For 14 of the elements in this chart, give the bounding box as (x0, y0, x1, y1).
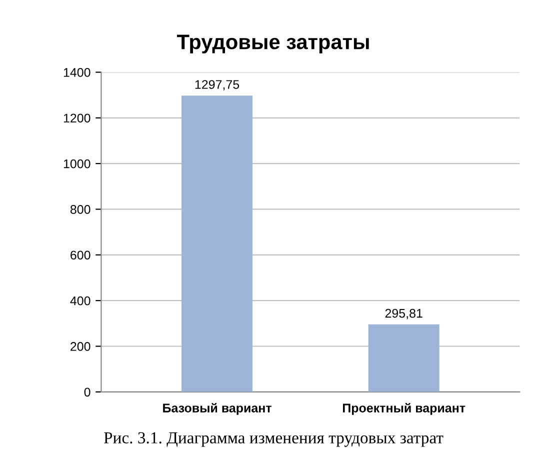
y-tick-label: 200 (70, 342, 90, 351)
data-label: 295,81 (385, 308, 422, 320)
y-tick-label: 1200 (64, 114, 90, 123)
data-label: 1297,75 (195, 80, 240, 90)
y-tick-label: 0 (84, 388, 90, 397)
y-tick-label: 1000 (64, 159, 90, 168)
y-tick-label: 1400 (64, 68, 90, 77)
text: Рис. 3.1. Диаграмма изменения трудовых затрат (104, 432, 444, 447)
y-tick-label: 600 (70, 250, 90, 260)
chart-title: Трудовые затраты (176, 34, 369, 54)
y-tick-label: 400 (70, 296, 90, 306)
x-tick-label: Проектный вариант (342, 403, 466, 415)
x-tick-label: Базовый вариант (163, 403, 272, 415)
y-tick-label: 800 (70, 205, 90, 214)
